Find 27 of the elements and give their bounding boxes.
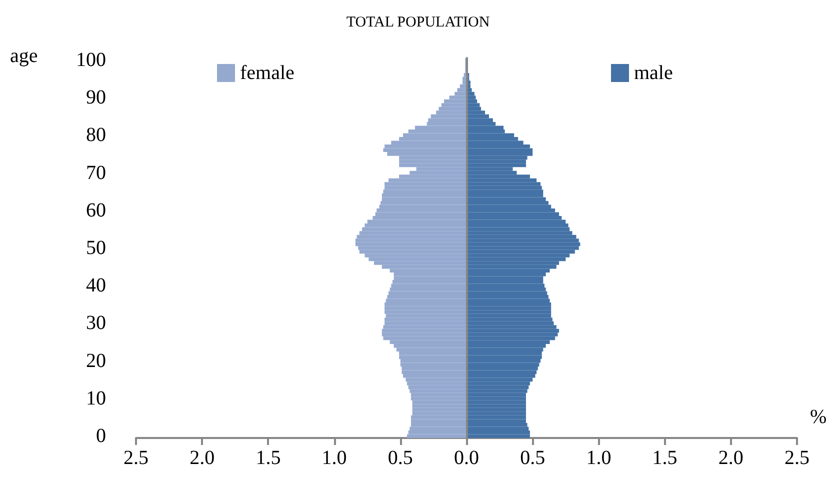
chart-title: TOTAL POPULATION [346, 14, 490, 30]
x-tick-label: 2.0 [190, 447, 215, 469]
x-tick-label: 0.5 [388, 447, 413, 469]
y-tick-label: 100 [76, 48, 106, 71]
x-tick-label: 1.5 [256, 447, 281, 469]
y-tick-label: 40 [86, 274, 106, 297]
x-tick-label: 0.5 [520, 447, 546, 469]
legend-label: female [240, 62, 295, 84]
y-tick-label: 10 [86, 387, 106, 410]
y-tick-label: 90 [86, 86, 106, 109]
y-axis-title: age [10, 45, 38, 67]
y-tick-label: 70 [86, 162, 106, 184]
x-tick-label: 1.0 [322, 447, 347, 469]
y-tick-label: 50 [86, 237, 106, 259]
legend-label: male [634, 62, 673, 84]
y-tick-label: 80 [86, 124, 106, 146]
x-tick-label: 2.5 [784, 447, 810, 469]
y-tick-label: 20 [86, 350, 106, 372]
x-tick-label: 0.0 [454, 447, 479, 469]
y-tick-label: 30 [86, 312, 106, 334]
x-axis-title: % [810, 406, 827, 428]
x-tick-label: 2.0 [718, 447, 744, 469]
x-tick-label: 1.0 [586, 447, 612, 469]
x-tick-label: 1.5 [652, 447, 678, 469]
x-tick-label: 2.5 [124, 447, 148, 469]
y-tick-label: 0 [96, 425, 106, 448]
y-tick-label: 60 [86, 199, 106, 222]
